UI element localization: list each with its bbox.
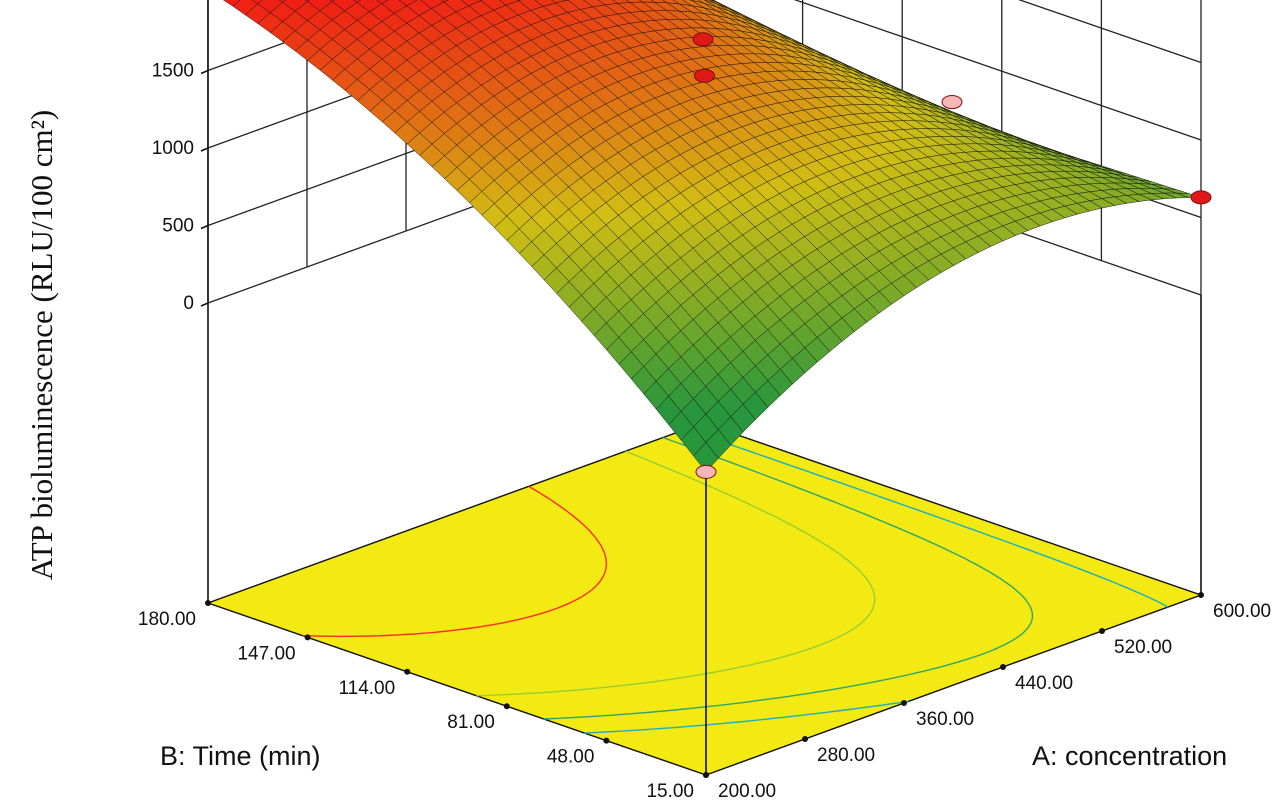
y-tick-label: 180.00 <box>138 609 196 630</box>
design-point <box>695 464 717 479</box>
z-tick-mark <box>200 69 209 75</box>
response-surface <box>223 0 1202 473</box>
x-tick-label: 440.00 <box>1015 673 1073 694</box>
surface-cell <box>304 0 310 2</box>
design-point <box>694 68 715 83</box>
y-tick-label: 48.00 <box>547 747 595 768</box>
surface-cell <box>251 0 263 5</box>
x-tick-label: 520.00 <box>1114 637 1172 658</box>
z-tick-mark <box>200 224 209 230</box>
z-tick-label: 500 <box>162 216 194 237</box>
y-tick-mark <box>503 703 510 710</box>
y-tick-label: 81.00 <box>447 712 495 733</box>
z-tick-label: 1000 <box>152 138 194 159</box>
z-tick-label: 0 <box>183 293 194 314</box>
y-tick-mark <box>404 668 411 675</box>
y-tick-label: 147.00 <box>237 643 295 664</box>
design-points <box>692 32 1212 479</box>
surface-cell <box>440 0 449 3</box>
surface-cell <box>329 0 335 2</box>
y-axis-title: B: Time (min) <box>160 741 321 771</box>
chart-frame <box>207 0 1202 775</box>
contour-line <box>302 485 608 638</box>
x-tick-mark <box>901 700 907 706</box>
axis-ticks: 0500100015002000250015.0048.0081.00114.0… <box>138 0 1271 802</box>
contour-line <box>476 450 876 697</box>
design-point <box>692 32 714 47</box>
x-tick-mark <box>1198 592 1204 598</box>
y-tick-label: 114.00 <box>338 678 395 699</box>
z-axis-title: ATP bioluminescence (RLU/100 cm²) <box>24 110 59 580</box>
surface-cell <box>353 0 362 3</box>
x-tick-mark <box>1000 664 1006 670</box>
x-tick-label: 360.00 <box>916 709 974 730</box>
contour-line <box>584 428 1169 734</box>
surface-cell <box>223 0 241 7</box>
z-tick-mark <box>200 147 209 152</box>
y-tick-mark <box>304 634 311 641</box>
x-tick-label: 280.00 <box>817 745 875 766</box>
y-tick-label: 15.00 <box>646 781 694 802</box>
x-tick-mark <box>1099 628 1105 634</box>
surface-cell <box>278 0 287 3</box>
y-tick-mark <box>205 600 211 606</box>
x-tick-label: 200.00 <box>718 781 776 802</box>
surface-cell <box>693 442 719 473</box>
design-point <box>941 95 963 110</box>
x-tick-label: 600.00 <box>1213 601 1271 622</box>
x-tick-mark <box>802 736 808 742</box>
z-tick-label: 2000 <box>152 0 194 4</box>
z-tick-mark <box>200 302 209 307</box>
contour-line <box>543 436 1034 720</box>
z-tick-label: 1500 <box>152 61 194 82</box>
y-tick-mark <box>603 737 610 744</box>
x-tick-mark <box>703 772 709 778</box>
x-axis-title: A: concentration <box>1032 741 1227 771</box>
surface-cell <box>376 0 389 5</box>
design-point <box>1190 190 1212 205</box>
